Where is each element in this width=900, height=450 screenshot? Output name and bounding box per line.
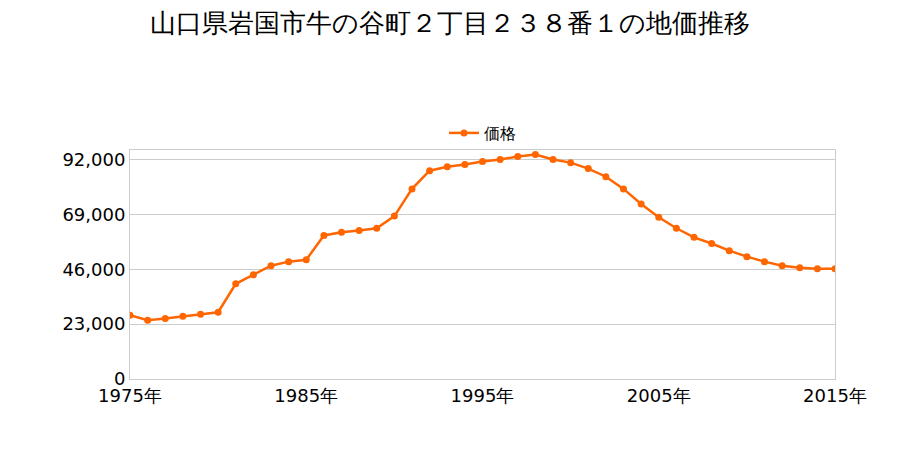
svg-text:92,000: 92,000 [62,149,125,170]
svg-text:1975年: 1975年 [98,385,162,406]
svg-text:23,000: 23,000 [62,313,125,334]
svg-text:価格: 価格 [484,124,516,143]
svg-text:69,000: 69,000 [62,204,125,225]
svg-text:1985年: 1985年 [274,385,338,406]
svg-text:山口県岩国市牛の谷町２丁目２３８番１の地価推移: 山口県岩国市牛の谷町２丁目２３８番１の地価推移 [150,8,750,38]
svg-text:1995年: 1995年 [451,385,515,406]
svg-text:2015年: 2015年 [803,385,867,406]
svg-text:2005年: 2005年 [627,385,691,406]
svg-text:0: 0 [114,368,125,389]
svg-text:46,000: 46,000 [62,259,125,280]
